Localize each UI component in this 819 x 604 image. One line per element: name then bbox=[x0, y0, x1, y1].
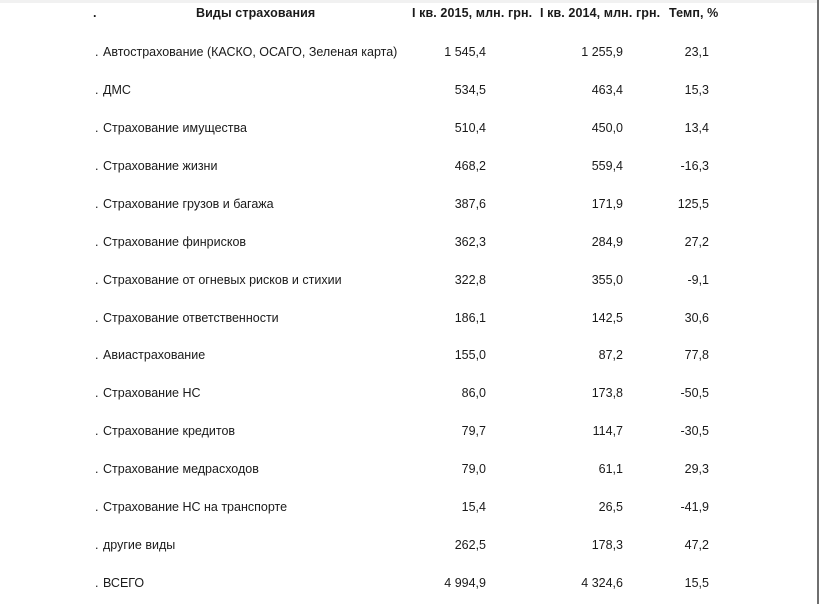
row-q1-2014: 26,5 bbox=[598, 500, 623, 514]
row-name: другие виды bbox=[103, 538, 176, 552]
header-q1-2014: I кв. 2014, млн. грн. bbox=[540, 6, 661, 20]
row-marker: . bbox=[95, 500, 99, 514]
row-q1-2015: 362,3 bbox=[454, 235, 486, 249]
table-row: . Страхование ответственности 186,1 142,… bbox=[0, 308, 819, 328]
row-name: Страхование НС bbox=[103, 386, 201, 400]
row-q1-2014: 61,1 bbox=[598, 462, 623, 476]
row-q1-2015: 15,4 bbox=[461, 500, 486, 514]
row-marker: . bbox=[95, 424, 99, 438]
row-name: Страхование кредитов bbox=[103, 424, 236, 438]
row-growth-rate: 15,3 bbox=[684, 83, 709, 97]
row-marker: . bbox=[95, 235, 99, 249]
row-growth-rate: -16,3 bbox=[680, 159, 710, 173]
row-q1-2014: 1 255,9 bbox=[581, 45, 623, 59]
row-q1-2014: 142,5 bbox=[591, 311, 623, 325]
row-name: ВСЕГО bbox=[103, 576, 145, 590]
row-marker: . bbox=[95, 273, 99, 287]
table-row: . Авиастрахование 155,0 87,2 77,8 bbox=[0, 345, 819, 365]
row-q1-2014: 171,9 bbox=[591, 197, 623, 211]
row-q1-2015: 387,6 bbox=[454, 197, 486, 211]
row-growth-rate: 15,5 bbox=[684, 576, 709, 590]
table-row: . другие виды 262,5 178,3 47,2 bbox=[0, 535, 819, 555]
row-q1-2015: 4 994,9 bbox=[444, 576, 486, 590]
row-q1-2014: 450,0 bbox=[591, 121, 623, 135]
header-growth-rate: Темп, % bbox=[669, 6, 719, 20]
row-marker: . bbox=[95, 83, 99, 97]
row-growth-rate: -9,1 bbox=[687, 273, 709, 287]
table-row: . Страхование НС 86,0 173,8 -50,5 bbox=[0, 383, 819, 403]
row-growth-rate: -50,5 bbox=[680, 386, 710, 400]
table-row: . Страхование НС на транспорте 15,4 26,5… bbox=[0, 497, 819, 517]
row-q1-2014: 4 324,6 bbox=[581, 576, 623, 590]
table-row: . Страхование имущества 510,4 450,0 13,4 bbox=[0, 118, 819, 138]
row-marker: . bbox=[95, 386, 99, 400]
row-q1-2015: 79,0 bbox=[461, 462, 486, 476]
row-name: Страхование ответственности bbox=[103, 311, 279, 325]
row-marker: . bbox=[95, 462, 99, 476]
row-marker: . bbox=[95, 576, 99, 590]
row-growth-rate: -41,9 bbox=[680, 500, 710, 514]
row-q1-2015: 262,5 bbox=[454, 538, 486, 552]
row-q1-2015: 1 545,4 bbox=[444, 45, 486, 59]
row-marker: . bbox=[95, 348, 99, 362]
row-name: Автострахование (КАСКО, ОСАГО, Зеленая к… bbox=[103, 45, 398, 59]
table-row: . Страхование финрисков 362,3 284,9 27,2 bbox=[0, 232, 819, 252]
row-name: Страхование от огневых рисков и стихии bbox=[103, 273, 342, 287]
row-q1-2014: 463,4 bbox=[591, 83, 623, 97]
row-q1-2014: 173,8 bbox=[591, 386, 623, 400]
row-q1-2015: 510,4 bbox=[454, 121, 486, 135]
row-q1-2015: 322,8 bbox=[454, 273, 486, 287]
row-growth-rate: 13,4 bbox=[684, 121, 709, 135]
table-row: . Страхование грузов и багажа 387,6 171,… bbox=[0, 194, 819, 214]
table-row: . Страхование медрасходов 79,0 61,1 29,3 bbox=[0, 459, 819, 479]
header-insurance-types: Виды страхования bbox=[196, 6, 316, 20]
row-name: ДМС bbox=[103, 83, 131, 97]
row-name: Страхование медрасходов bbox=[103, 462, 259, 476]
table-row: . Страхование жизни 468,2 559,4 -16,3 bbox=[0, 156, 819, 176]
row-name: Страхование грузов и багажа bbox=[103, 197, 274, 211]
row-growth-rate: 30,6 bbox=[684, 311, 709, 325]
row-name: Страхование финрисков bbox=[103, 235, 247, 249]
row-marker: . bbox=[95, 45, 99, 59]
header-marker: . bbox=[93, 6, 97, 20]
row-name: Авиастрахование bbox=[103, 348, 206, 362]
row-q1-2015: 79,7 bbox=[461, 424, 486, 438]
row-growth-rate: 27,2 bbox=[684, 235, 709, 249]
header-q1-2015: I кв. 2015, млн. грн. bbox=[412, 6, 533, 20]
row-q1-2014: 355,0 bbox=[591, 273, 623, 287]
table-row: . Страхование кредитов 79,7 114,7 -30,5 bbox=[0, 421, 819, 441]
row-growth-rate: -30,5 bbox=[680, 424, 710, 438]
row-q1-2014: 178,3 bbox=[591, 538, 623, 552]
row-q1-2015: 86,0 bbox=[461, 386, 486, 400]
row-growth-rate: 77,8 bbox=[684, 348, 709, 362]
row-q1-2015: 155,0 bbox=[454, 348, 486, 362]
row-marker: . bbox=[95, 159, 99, 173]
row-marker: . bbox=[95, 121, 99, 135]
row-name: Страхование жизни bbox=[103, 159, 218, 173]
table-row-total: . ВСЕГО 4 994,9 4 324,6 15,5 bbox=[0, 573, 819, 593]
row-q1-2014: 87,2 bbox=[598, 348, 623, 362]
row-q1-2014: 114,7 bbox=[592, 424, 623, 438]
right-border bbox=[817, 0, 819, 604]
top-border bbox=[0, 0, 819, 3]
row-growth-rate: 125,5 bbox=[677, 197, 709, 211]
row-name: Страхование НС на транспорте bbox=[103, 500, 288, 514]
table-row: . Страхование от огневых рисков и стихии… bbox=[0, 270, 819, 290]
row-q1-2015: 186,1 bbox=[454, 311, 486, 325]
row-q1-2014: 559,4 bbox=[591, 159, 623, 173]
row-growth-rate: 29,3 bbox=[684, 462, 709, 476]
row-q1-2015: 534,5 bbox=[454, 83, 486, 97]
row-q1-2015: 468,2 bbox=[454, 159, 486, 173]
row-marker: . bbox=[95, 197, 99, 211]
table-row: . ДМС 534,5 463,4 15,3 bbox=[0, 80, 819, 100]
row-growth-rate: 47,2 bbox=[684, 538, 709, 552]
row-name: Страхование имущества bbox=[103, 121, 247, 135]
row-growth-rate: 23,1 bbox=[684, 45, 709, 59]
row-q1-2014: 284,9 bbox=[591, 235, 623, 249]
table-row: . Автострахование (КАСКО, ОСАГО, Зеленая… bbox=[0, 42, 819, 62]
row-marker: . bbox=[95, 538, 99, 552]
row-marker: . bbox=[95, 311, 99, 325]
